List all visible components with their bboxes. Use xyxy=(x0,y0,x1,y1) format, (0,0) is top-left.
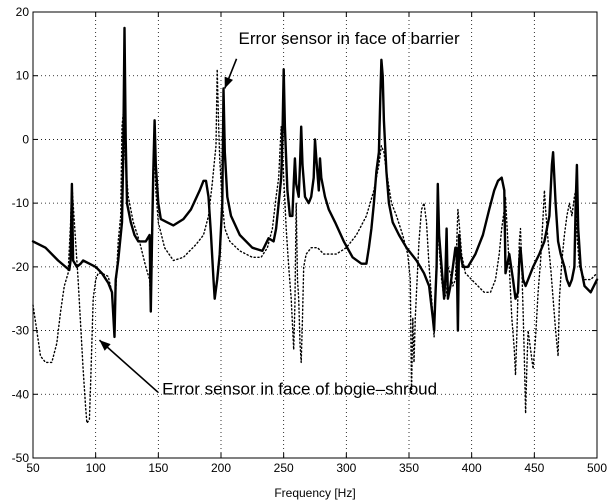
series-line-solid xyxy=(33,28,597,337)
x-tick-label: 400 xyxy=(462,461,482,475)
x-tick-label: 200 xyxy=(211,461,231,475)
y-tick-label: -40 xyxy=(12,387,30,401)
x-axis-title: Frequency [Hz] xyxy=(274,486,355,500)
x-tick-label: 300 xyxy=(336,461,356,475)
annotation-text: Error sensor in face of bogie–shroud xyxy=(162,379,437,398)
y-tick-label: -30 xyxy=(12,324,30,338)
y-tick-label: 20 xyxy=(16,5,30,19)
series-line-dotted xyxy=(33,69,597,423)
y-tick-label: -20 xyxy=(12,260,30,274)
annotation-text: Error sensor in face of barrier xyxy=(239,29,460,48)
x-tick-label: 150 xyxy=(148,461,168,475)
x-tick-label: 450 xyxy=(524,461,544,475)
x-tick-label: 250 xyxy=(274,461,294,475)
y-tick-label: -10 xyxy=(12,196,30,210)
x-tick-label: 500 xyxy=(587,461,607,475)
series-layer xyxy=(33,28,597,423)
y-tick-label: -50 xyxy=(12,451,30,465)
x-tick-label: 350 xyxy=(399,461,419,475)
x-tick-label: 100 xyxy=(86,461,106,475)
annotation-arrow-line xyxy=(99,340,158,392)
annotation-arrowhead xyxy=(225,77,233,89)
y-tick-label: 0 xyxy=(22,132,29,146)
y-tick-label: 10 xyxy=(16,69,30,83)
